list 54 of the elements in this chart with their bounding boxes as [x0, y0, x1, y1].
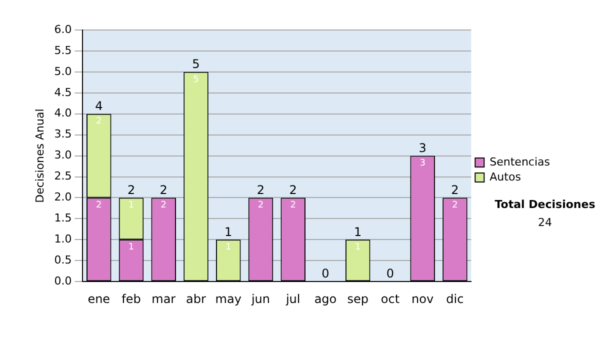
x-tick-label: mar	[152, 292, 176, 306]
data-label: 5	[193, 74, 199, 85]
x-tick-label: nov	[412, 292, 434, 306]
x-tick-label: ene	[88, 292, 110, 306]
x-tick-label: may	[215, 292, 242, 306]
total-label: 4	[95, 98, 103, 113]
x-tick-label: oct	[380, 292, 400, 306]
x-tick-label: ago	[314, 292, 337, 306]
y-tick-label: 5.5	[54, 44, 72, 57]
y-tick-label: 1.0	[54, 232, 72, 246]
total-label: 0	[322, 266, 330, 281]
y-tick-label: 4.5	[54, 86, 72, 99]
total-label: 2	[451, 182, 459, 197]
total-label: 1	[354, 224, 362, 239]
data-label: 1	[128, 200, 134, 211]
x-tick-label: sep	[347, 292, 368, 306]
y-tick-label: 3.5	[54, 128, 72, 141]
y-tick-label: 2.5	[54, 170, 72, 183]
y-tick-label: 3.0	[54, 148, 72, 162]
data-label: 2	[452, 200, 458, 211]
data-label: 2	[290, 200, 296, 211]
x-tick-label: dic	[446, 292, 464, 306]
total-label: 3	[418, 140, 426, 155]
y-tick-label: 6.0	[54, 22, 72, 36]
data-label: 2	[258, 200, 264, 211]
data-label: 2	[160, 200, 166, 211]
y-tick-label: 2.0	[54, 190, 72, 204]
x-tick-label: jul	[284, 292, 300, 306]
total-label: 2	[256, 182, 265, 197]
data-label: 1	[128, 242, 134, 253]
legend-label: Autos	[490, 170, 522, 184]
x-tick-label: jun	[250, 292, 270, 306]
total-label: 5	[192, 57, 200, 72]
total-label: 2	[127, 182, 136, 197]
y-tick-label: 4.0	[54, 106, 72, 120]
y-tick-label: 1.5	[54, 212, 72, 225]
total-label: 2	[160, 182, 168, 197]
data-label: 1	[354, 242, 361, 253]
legend-label: Sentencias	[490, 155, 550, 168]
total-label: 2	[289, 182, 297, 197]
y-tick-label: 0.0	[54, 274, 72, 288]
total-label: 1	[224, 224, 232, 239]
y-tick-label: 5.0	[54, 64, 72, 78]
text: 24	[538, 216, 552, 229]
data-label: 1	[226, 242, 232, 253]
total-label: 0	[386, 266, 394, 281]
x-tick-label: abr	[186, 292, 206, 306]
x-tick-label: feb	[122, 292, 141, 306]
data-label: 2	[96, 200, 102, 211]
data-label: 3	[420, 158, 426, 169]
y-tick-label: 0.5	[54, 253, 72, 266]
y-axis-title: Decisiones Anual	[33, 108, 46, 203]
data-label: 2	[96, 116, 102, 127]
text: Total Decisiones	[494, 198, 596, 211]
